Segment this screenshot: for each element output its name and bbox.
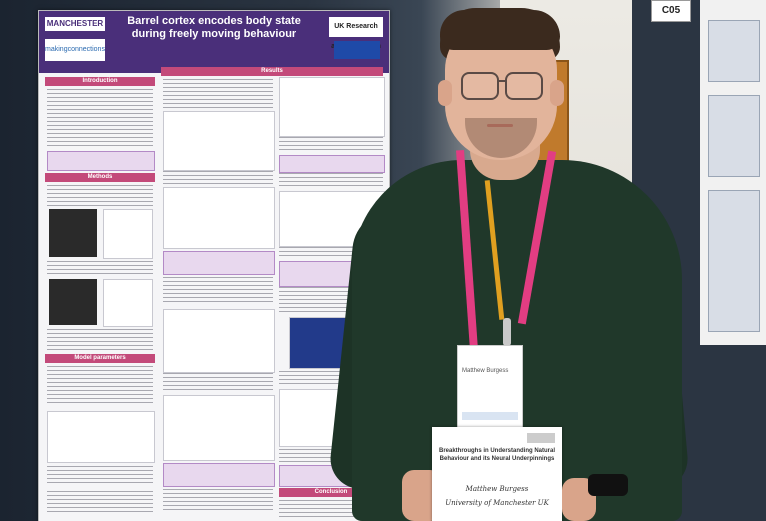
model-diagram — [47, 411, 155, 463]
result-highlight-box-1 — [163, 251, 275, 275]
results-text-block — [163, 79, 273, 109]
university-logo: MANCHESTER — [45, 17, 105, 31]
firing-rate-plot — [163, 111, 275, 171]
glasses-left-lens — [461, 72, 499, 100]
adjacent-poster-panel — [708, 95, 760, 177]
introduction-text-block — [47, 89, 153, 149]
results-text-block-3 — [163, 489, 273, 513]
aim-highlight-box — [47, 151, 155, 171]
left-ear — [438, 80, 452, 106]
pose-diagram — [103, 279, 153, 327]
glasses-bridge — [497, 80, 507, 82]
section-header-model-parameters: Model parameters — [45, 354, 155, 363]
arena-photo — [49, 209, 97, 257]
section-header-methods: Methods — [45, 173, 155, 182]
certificate-recipient: Matthew Burgess — [465, 485, 529, 493]
certificate-affiliation: University of Manchester UK — [445, 499, 549, 507]
wristwatch — [588, 474, 628, 496]
neuron-trace-plot — [163, 309, 275, 373]
arena-diagram — [103, 209, 153, 259]
adjacent-poster-panel — [708, 190, 760, 332]
award-certificate: Breakthroughs in Understanding Natural B… — [432, 427, 562, 521]
results-text-block-4 — [279, 173, 383, 189]
mouth — [487, 124, 513, 127]
person-fringe — [440, 10, 560, 50]
cortical-layers-plot — [279, 77, 385, 137]
adjacent-poster — [700, 0, 766, 345]
references-block — [47, 491, 153, 515]
section-header-results: Results — [161, 67, 383, 76]
methods-text-block — [47, 185, 153, 207]
badge-name: Matthew Burgess — [462, 368, 509, 374]
plot-caption — [163, 171, 273, 185]
poster-header: MANCHESTER makingconnections Barrel cort… — [39, 11, 389, 73]
model-caption — [47, 466, 153, 486]
mouse-tracking-image — [49, 279, 97, 325]
result-highlight-box-3 — [279, 155, 385, 173]
name-badge: Matthew Burgess — [457, 345, 523, 429]
variance-explained-plot — [163, 187, 275, 249]
section-header-introduction: Introduction — [45, 77, 155, 86]
making-connections-logo: makingconnections — [45, 39, 105, 61]
ukri-logo: UK Research and Innovation — [329, 17, 383, 50]
booth-number-tag: C05 — [651, 0, 691, 22]
plot-caption-2 — [163, 373, 273, 393]
results-text-block-2 — [163, 277, 273, 305]
certificate-heading: Breakthroughs in Understanding Natural B… — [438, 448, 555, 462]
model-parameters-list — [47, 366, 153, 406]
section-header-conclusion: Conclusion — [279, 488, 383, 497]
body-state-plot — [163, 395, 275, 461]
badge-footer-logo — [462, 412, 518, 420]
lanyard-clip — [503, 318, 511, 346]
glasses-right-lens — [505, 72, 543, 100]
methods-caption — [47, 261, 153, 277]
adjacent-poster-panel — [708, 20, 760, 82]
poster-title: Barrel cortex encodes body state during … — [127, 15, 301, 40]
result-highlight-box-2 — [163, 463, 275, 487]
layers-caption — [279, 137, 383, 153]
eu-logo — [334, 41, 380, 59]
certificate-logo — [527, 433, 555, 443]
methods-text-block-2 — [47, 329, 153, 351]
right-ear — [550, 80, 564, 106]
